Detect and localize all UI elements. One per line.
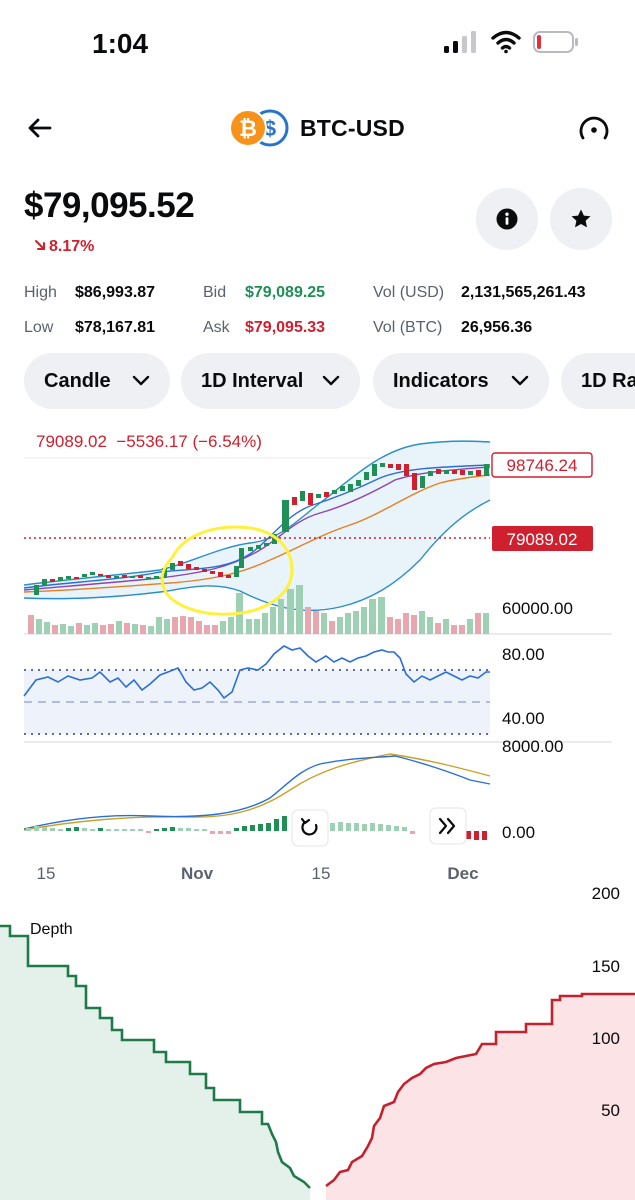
info-button[interactable]	[476, 188, 538, 250]
bollinger-band-fill	[24, 441, 490, 611]
high-value: $86,993.87	[75, 284, 156, 301]
low-value: $78,167.81	[75, 319, 156, 336]
reset-zoom-button[interactable]	[291, 809, 329, 847]
macd-line	[23, 755, 491, 830]
highlight-annotation	[160, 525, 294, 616]
ask-depth-line	[325, 992, 635, 1188]
status-time: 1:04	[92, 28, 149, 59]
chevron-down-icon	[511, 375, 529, 386]
bid-depth-area	[0, 926, 310, 1200]
favorite-button[interactable]	[550, 188, 612, 250]
x-label-15-oct: 15	[37, 864, 56, 883]
pair-title: BTC-USD	[300, 114, 405, 141]
current-price-tag: 79089.02	[507, 530, 578, 549]
info-icon	[496, 208, 518, 230]
price-axis-low: 60000.00	[502, 599, 573, 618]
chevron-down-icon	[322, 375, 340, 386]
svg-text:₿: ₿	[239, 116, 257, 141]
indicators-chip[interactable]: Indicators	[373, 353, 549, 409]
bollinger-upper-line	[23, 440, 491, 586]
vol-btc-label: Vol (BTC)	[373, 319, 443, 336]
pair-selector[interactable]: $ ₿ BTC-USD	[228, 108, 405, 148]
bollinger-lower-line	[23, 499, 491, 612]
vol-usd-label: Vol (USD)	[373, 284, 445, 301]
macd-axis-bottom: 0.00	[502, 823, 535, 842]
chart-legend: 79089.02 −5536.17 (−6.54%)	[36, 432, 262, 451]
macd-axis-top: 8000.00	[502, 737, 563, 756]
bid-value: $79,089.25	[245, 284, 326, 301]
indicators-label: Indicators	[393, 369, 489, 392]
chart-type-label: Candle	[44, 369, 111, 392]
current-price-tag-box	[492, 526, 593, 551]
moving-average-mid-line	[23, 466, 491, 591]
current-price: $79,095.52	[24, 186, 195, 225]
high-price-tag-box	[491, 452, 593, 478]
range-chip[interactable]: 1D Ra	[561, 353, 635, 409]
interval-chip[interactable]: 1D Interval	[181, 353, 360, 409]
interval-label: 1D Interval	[201, 369, 304, 392]
svg-text:$: $	[264, 116, 276, 141]
candlesticks	[34, 463, 489, 595]
range-label: 1D Ra	[581, 369, 635, 392]
rsi-axis-top: 80.00	[502, 645, 545, 664]
low-label: Low	[24, 319, 54, 336]
price-chart[interactable]: 79089.02 −5536.17 (−6.54%)	[0, 420, 635, 895]
high-label: High	[24, 284, 57, 301]
bid-depth-line	[0, 924, 311, 1189]
chart-type-chip[interactable]: Candle	[24, 353, 170, 409]
ask-depth-area	[326, 994, 635, 1200]
status-icons	[443, 30, 579, 54]
arrow-down-right-icon	[35, 240, 45, 250]
ask-label: Ask	[203, 319, 230, 336]
chart-options: Candle 1D Interval Indicators 1D Ra	[24, 353, 635, 409]
volume-bars	[28, 585, 489, 634]
depth-y-200: 200	[592, 884, 620, 903]
gauge-button[interactable]	[577, 112, 611, 146]
moving-average-slow-line	[23, 474, 491, 593]
btc-usdc-pair-icon: $ ₿	[229, 109, 289, 147]
status-bar: 1:04	[0, 0, 635, 80]
depth-y-150: 150	[592, 957, 620, 976]
vol-usd-value: 2,131,565,261.43	[461, 284, 586, 301]
price-change-value: 8.17%	[49, 238, 95, 255]
bid-label: Bid	[203, 284, 227, 301]
depth-chart[interactable]: Depth 200 150 100 50	[0, 880, 635, 1200]
battery-icon	[533, 31, 578, 53]
depth-y-50: 50	[601, 1101, 620, 1120]
price-chart-svg[interactable]: 79089.02 −5536.17 (−6.54%)	[0, 420, 635, 895]
high-price-tag: 98746.24	[507, 456, 578, 475]
wifi-icon	[491, 30, 521, 54]
rsi-line	[23, 645, 490, 700]
macd-histogram	[26, 816, 487, 840]
cellular-signal-icon	[444, 31, 476, 53]
gauge-icon	[579, 116, 609, 140]
x-label-nov: Nov	[181, 864, 214, 883]
scroll-to-latest-button[interactable]	[429, 807, 467, 845]
chevrons-right-icon	[438, 817, 456, 835]
depth-chart-svg[interactable]: Depth 200 150 100 50	[0, 880, 635, 1200]
rotate-ccw-icon	[301, 820, 318, 836]
chevron-down-icon	[132, 375, 150, 386]
depth-y-100: 100	[592, 1029, 620, 1048]
arrow-left-icon	[28, 118, 52, 138]
vol-btc-value: 26,956.36	[461, 319, 533, 336]
x-label-15-nov: 15	[312, 864, 331, 883]
price-change: 8.17%	[34, 238, 94, 256]
depth-title: Depth	[30, 921, 73, 938]
header: $ ₿ BTC-USD	[0, 100, 635, 156]
x-label-dec: Dec	[447, 864, 478, 883]
rsi-axis-bottom: 40.00	[502, 709, 545, 728]
back-button[interactable]	[24, 112, 56, 144]
ask-value: $79,095.33	[245, 319, 326, 336]
star-icon	[571, 209, 591, 228]
macd-signal-line	[23, 753, 491, 831]
